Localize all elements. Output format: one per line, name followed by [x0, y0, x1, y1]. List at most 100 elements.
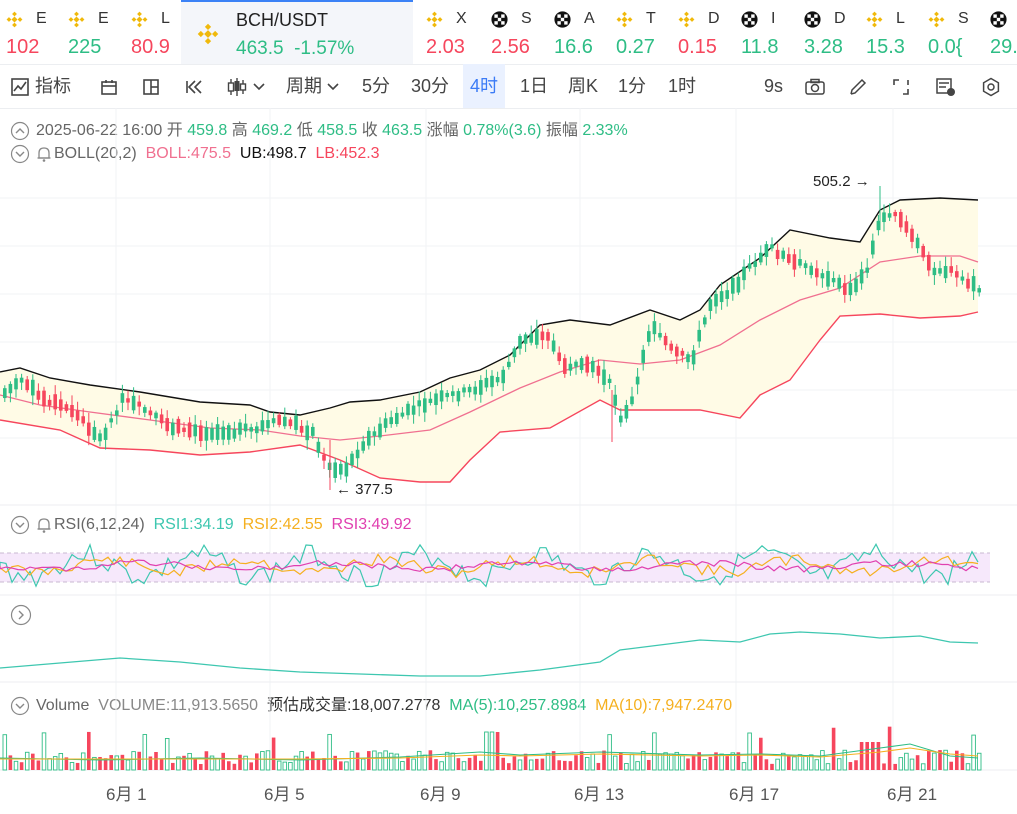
bell-icon[interactable]: [36, 145, 52, 163]
change-label: 涨幅: [426, 122, 459, 139]
chart-toolbar: 指标 周期 5分 30分 4时 1日 周K 1分 1时 9s: [0, 64, 1017, 109]
calendar-button[interactable]: [100, 64, 118, 108]
binance-icon: [6, 11, 23, 28]
ticker-item-active[interactable]: BCH/USDT 463.5 -1.57%: [181, 0, 413, 64]
replay-button[interactable]: [184, 64, 204, 108]
collapse-icon[interactable]: [10, 696, 30, 716]
interval-1h[interactable]: 1时: [668, 76, 697, 96]
checker-icon: [491, 11, 508, 28]
open-value: 459.8: [187, 122, 228, 139]
ticker-item[interactable]: T 0.27: [610, 0, 665, 64]
ticker-price: 3.28: [804, 36, 843, 58]
ticker-price: 0.0{: [928, 36, 963, 58]
settings-button[interactable]: [981, 64, 1001, 108]
ticker-item[interactable]: L 15.3: [860, 0, 915, 64]
x-axis-label: 6月 17: [729, 785, 780, 804]
high-value: 469.2: [252, 122, 293, 139]
collapse-icon[interactable]: [10, 121, 30, 141]
boll-mid: BOLL:475.5: [145, 145, 232, 163]
binance-icon: [197, 23, 219, 45]
period-label: 周期: [286, 76, 322, 96]
ticker-item[interactable]: D 3.28: [798, 0, 856, 64]
interval-30m[interactable]: 30分: [411, 76, 450, 96]
rsi1-value: RSI1:34.19: [153, 516, 234, 534]
chart-type-dropdown[interactable]: [226, 64, 265, 108]
template-button[interactable]: [935, 64, 957, 108]
refresh-interval[interactable]: 9s: [764, 76, 784, 96]
binance-icon: [426, 11, 443, 28]
low-value: 458.5: [317, 122, 358, 139]
high-marker: 505.2 →: [813, 173, 870, 190]
ticker-item[interactable]: D 0.15: [672, 0, 727, 64]
volume-name: Volume: [36, 697, 90, 714]
binance-icon: [131, 11, 148, 28]
camera-icon: [805, 79, 825, 95]
interval-1min[interactable]: 1分: [618, 76, 647, 96]
ticker-item[interactable]: E 102: [0, 0, 60, 64]
close-label: 收: [361, 122, 378, 139]
volume-estimate: 预估成交量:18,007.2778: [266, 697, 441, 714]
bell-icon[interactable]: [36, 516, 52, 534]
x-axis-label: 6月 1: [106, 785, 147, 804]
ticker-price: 2.03: [426, 36, 465, 58]
open-label: 开: [166, 122, 183, 139]
amplitude-label: 振幅: [545, 122, 578, 139]
ticker-price: 0.15: [678, 36, 717, 58]
ticker-item[interactable]: E 225: [62, 0, 120, 64]
ticker-item[interactable]: X 2.03: [420, 0, 475, 64]
ticker-item[interactable]: I 11.8: [735, 0, 793, 64]
change-value: 0.78%(3.6): [463, 122, 542, 139]
active-change: -1.57%: [294, 38, 355, 59]
layout-icon: [143, 79, 159, 96]
interval-4h[interactable]: 4时: [463, 64, 506, 108]
collapse-icon[interactable]: [10, 515, 30, 535]
ticker-price: 0.27: [616, 36, 655, 58]
ticker-item[interactable]: I29.: [984, 0, 1017, 64]
checker-icon: [554, 11, 571, 28]
active-price-value: 463.5: [236, 38, 284, 59]
volume-info: Volume VOLUME:11,913.5650 预估成交量:18,007.2…: [10, 691, 732, 716]
active-price: 463.5 -1.57%: [236, 38, 354, 60]
checker-icon: [990, 11, 1007, 28]
screenshot-button[interactable]: [804, 64, 826, 108]
interval-5m[interactable]: 5分: [362, 76, 391, 96]
template-icon: [936, 78, 955, 97]
indicators-button[interactable]: 指标: [10, 64, 71, 108]
boll-ub: UB:498.7: [239, 145, 307, 163]
interval-1d[interactable]: 1日: [520, 76, 549, 96]
checker-icon: [804, 11, 821, 28]
fullscreen-button[interactable]: [891, 64, 911, 108]
high-marker-value: 505.2: [813, 173, 851, 190]
expand-icon: [893, 79, 909, 96]
indicator-pane-toggle[interactable]: [10, 604, 38, 626]
close-value: 463.5: [382, 122, 423, 139]
ticker-symbol: E: [98, 10, 109, 27]
ticker-price: 11.8: [741, 36, 779, 58]
ticker-item[interactable]: L 80.9: [125, 0, 180, 64]
binance-icon: [866, 11, 883, 28]
layout-button[interactable]: [142, 64, 160, 108]
interval-1w[interactable]: 周K: [568, 76, 599, 96]
ticker-price: 29.: [990, 36, 1017, 58]
rsi3-value: RSI3:49.92: [331, 516, 412, 534]
rsi2-value: RSI2:42.55: [242, 516, 323, 534]
ticker-item[interactable]: A 16.6: [548, 0, 603, 64]
ticker-price: 102: [6, 36, 40, 58]
ticker-item[interactable]: S 2.56: [485, 0, 543, 64]
chevron-right-circle-icon[interactable]: [10, 604, 32, 626]
ticker-price: 2.56: [491, 36, 530, 58]
checker-icon: [741, 11, 758, 28]
x-axis-label: 6月 13: [574, 785, 625, 804]
candlestick-chart[interactable]: [0, 108, 1017, 814]
volume-ma10: MA(10):7,947.2470: [595, 697, 733, 714]
ticker-item[interactable]: S 0.0{: [922, 0, 974, 64]
rsi-name: RSI(6,12,24): [54, 516, 145, 534]
ticker-symbol: L: [161, 10, 170, 27]
collapse-icon[interactable]: [10, 144, 30, 164]
candlestick-icon: [227, 78, 247, 97]
draw-button[interactable]: [848, 64, 868, 108]
ticker-symbol: T: [646, 10, 656, 27]
pencil-icon: [850, 79, 867, 95]
period-dropdown[interactable]: 周期: [286, 64, 339, 108]
ticker-symbol: X: [456, 10, 467, 27]
